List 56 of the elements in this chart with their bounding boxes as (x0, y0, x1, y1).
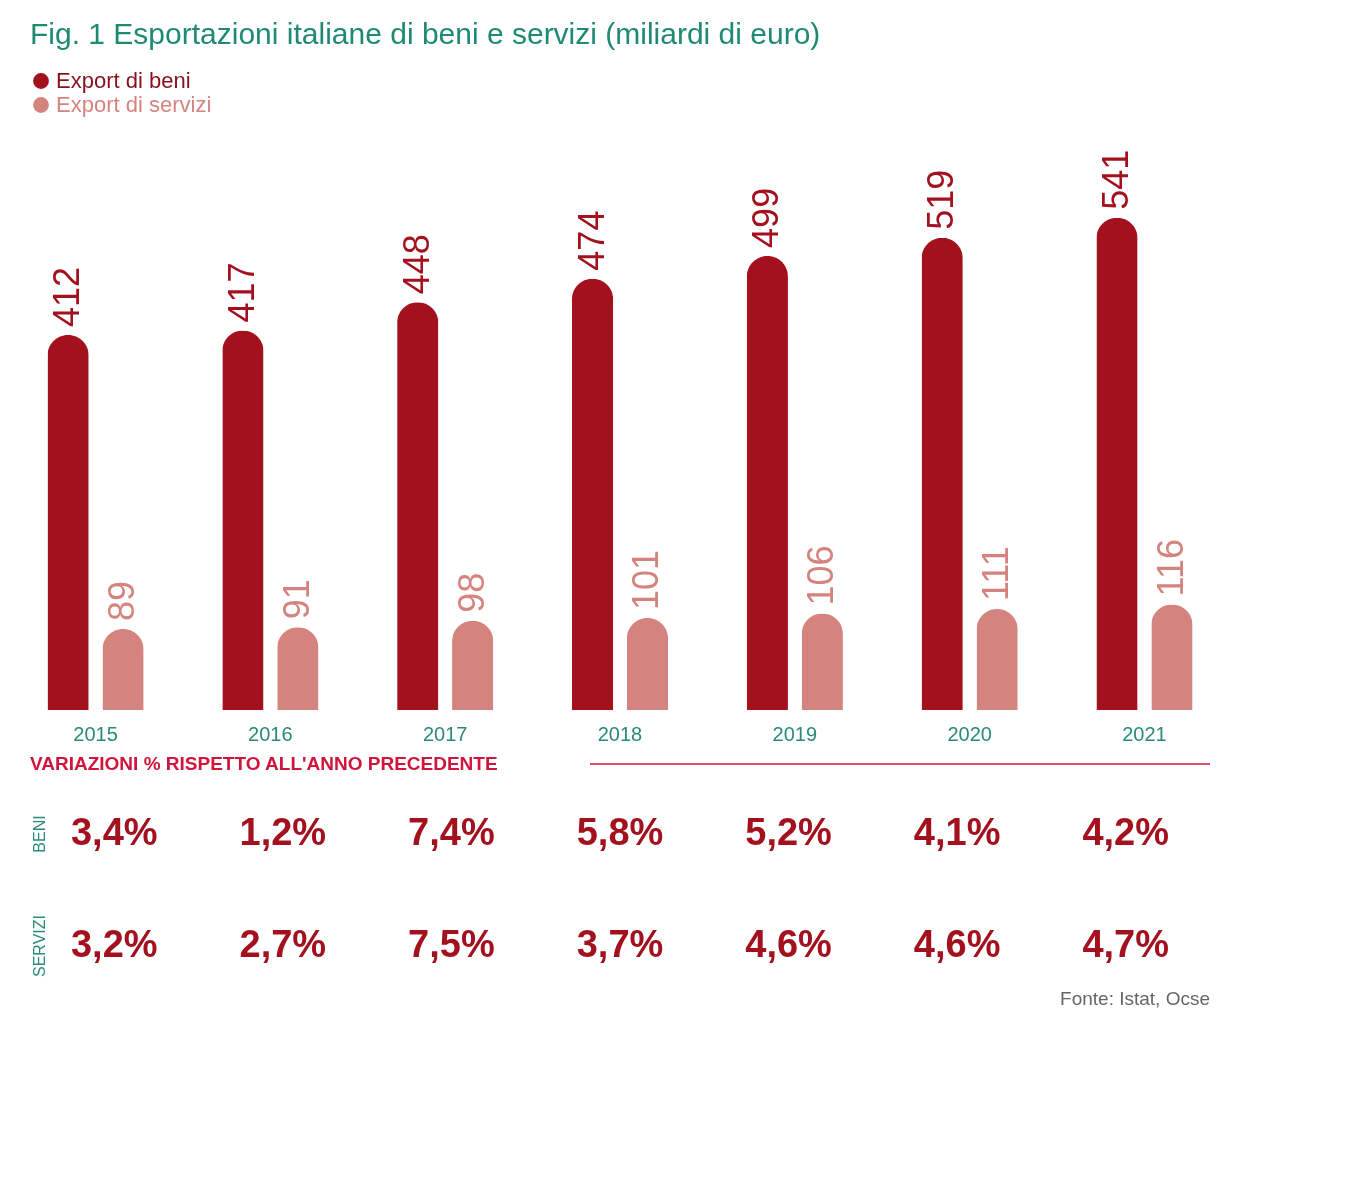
x-tick-label: 2019 (772, 722, 818, 745)
bar (222, 330, 264, 710)
text: 5,2% (745, 811, 832, 853)
data-label: 541 (1094, 149, 1136, 210)
bar (277, 627, 319, 710)
x-tick-label: 2016 (248, 722, 293, 745)
bar (921, 237, 963, 710)
source-note: Fonte: Istat, Ocse (1060, 988, 1210, 1009)
bar (102, 629, 144, 710)
data-label: 91 (275, 579, 317, 620)
data-label: 111 (975, 546, 1017, 601)
data-label: 417 (220, 262, 262, 323)
chart-title: Fig. 1 Esportazioni italiane di beni e servizi (miliardi di euro) (30, 17, 821, 50)
data-label: 519 (920, 169, 962, 230)
x-tick-label: 2020 (947, 722, 992, 745)
text: 3,7% (576, 923, 664, 965)
text: 7,5% (408, 923, 495, 965)
x-tick-label: 2021 (1122, 722, 1167, 745)
bar (1096, 217, 1138, 710)
data-label: 499 (745, 187, 787, 248)
text: 5,8% (576, 811, 664, 853)
text: BENI (31, 815, 48, 853)
text: 2,7% (239, 923, 327, 965)
bar (1151, 604, 1193, 710)
text: 3,4% (70, 811, 158, 853)
text: 4,7% (1082, 923, 1170, 965)
data-label: 474 (570, 210, 612, 271)
text: 4,6% (745, 923, 832, 965)
text: SERVIZI (31, 915, 48, 977)
bar (452, 620, 494, 710)
data-label: 98 (450, 572, 492, 613)
bar (746, 255, 788, 710)
data-label: 116 (1149, 539, 1191, 597)
x-tick-label: 2018 (597, 722, 643, 745)
bar (397, 302, 439, 710)
text: 1,2% (239, 811, 327, 853)
bar (801, 613, 843, 710)
text: 3,2% (70, 923, 158, 965)
text: 7,4% (408, 811, 495, 853)
x-tick-label: 2015 (73, 722, 118, 745)
bar (626, 618, 669, 710)
text: VARIAZIONI % RISPETTO ALL'ANNO PRECEDENTE (30, 753, 498, 774)
data-label: 89 (101, 580, 143, 622)
text: 4,2% (1082, 811, 1170, 853)
data-label: 448 (395, 234, 437, 295)
x-tick-label: 2017 (422, 722, 468, 745)
data-label: 101 (625, 550, 667, 611)
data-label: 412 (46, 267, 88, 328)
bar (571, 278, 614, 710)
bar (976, 608, 1018, 710)
data-label: 106 (800, 545, 842, 606)
legend-label: Export di servizi (56, 92, 212, 117)
bar (47, 335, 89, 710)
text: 4,1% (913, 811, 1001, 853)
text: 4,6% (913, 923, 1001, 965)
legend-label: Export di beni (56, 68, 191, 93)
